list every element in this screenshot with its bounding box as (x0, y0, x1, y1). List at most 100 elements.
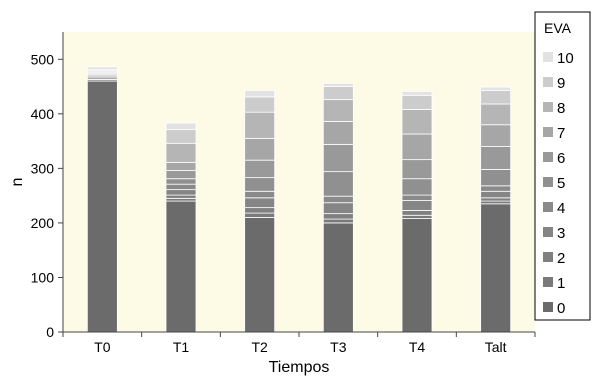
y-tick-label: 300 (31, 160, 55, 176)
bar-segment-T4-eva-2 (401, 209, 433, 216)
y-tick-label: 0 (46, 324, 54, 340)
bar-segment-T3-eva-2 (322, 213, 354, 220)
bar-segment-T2-eva-1 (244, 212, 276, 218)
x-tick-label: T0 (94, 339, 111, 355)
bar-segment-T3-eva-3 (322, 202, 354, 215)
bar-segment-T1-eva-4 (165, 183, 197, 191)
bar-segment-Talt-eva-8 (480, 103, 512, 126)
bar-segment-Talt-eva-6 (480, 146, 512, 170)
legend-swatch (543, 102, 553, 112)
bar-segment-T1-eva-2 (165, 194, 197, 199)
bar-segment-T1-eva-5 (165, 178, 197, 185)
bar-segment-Talt-eva-3 (480, 190, 512, 199)
bar-segment-T4-eva-3 (401, 200, 433, 211)
bar-segment-T4-eva-1 (401, 214, 433, 219)
bar-segment-T1-eva-10 (165, 122, 197, 131)
bar-segment-T1-eva-0 (165, 200, 197, 333)
legend-label: 2 (557, 250, 565, 267)
legend-swatch (543, 227, 553, 237)
x-ticks-layer: T0 T1 T2 T3 T4 Talt (62, 332, 536, 355)
legend-swatch (543, 77, 553, 87)
legend-swatch (543, 177, 553, 187)
x-tick-label: T2 (251, 339, 268, 355)
bar-segment-T3-eva-9 (322, 86, 354, 101)
bar-segment-T4-eva-9 (401, 94, 433, 110)
bar-segment-T4-eva-7 (401, 133, 433, 161)
bar-segment-T4-eva-4 (401, 194, 433, 201)
legend-swatch (543, 252, 553, 262)
y-tick-label: 200 (31, 215, 55, 231)
bar-segment-T1-eva-3 (165, 189, 197, 196)
bar-segment-T1-eva-8 (165, 142, 197, 163)
bar-segment-Talt-eva-2 (480, 197, 512, 202)
bar-segment-T4-eva-8 (401, 109, 433, 135)
bar-segment-T3-eva-1 (322, 218, 354, 224)
bar-segment-T3-eva-5 (322, 171, 354, 197)
bar-segment-T2-eva-8 (244, 111, 276, 139)
bar-segment-Talt-eva-4 (480, 185, 512, 192)
bar-segment-Talt-eva-10 (480, 86, 512, 91)
plot-background (63, 32, 535, 332)
legend-label: 3 (557, 225, 565, 242)
y-tick-label: 500 (31, 51, 55, 67)
x-tick-label: T1 (173, 339, 190, 355)
bar-segment-T2-eva-7 (244, 137, 276, 161)
x-tick-label: Talt (485, 339, 507, 355)
y-axis-label: n (9, 178, 26, 187)
bar-segment-T3-eva-0 (322, 222, 354, 333)
bar-segment-T1-eva-6 (165, 170, 197, 180)
legend-label: 0 (557, 300, 565, 317)
legend-swatch (543, 302, 553, 312)
y-tick-label: 400 (31, 106, 55, 122)
bar-segment-T2-eva-10 (244, 89, 276, 98)
bar-segment-T3-eva-7 (322, 121, 354, 145)
bar-segment-Talt-eva-9 (480, 89, 512, 105)
bar-segment-T3-eva-4 (322, 195, 354, 204)
legend-label: 9 (557, 75, 565, 92)
legend-label: 8 (557, 100, 565, 117)
bar-segment-T3-eva-6 (322, 143, 354, 173)
bar-segment-T1-eva-1 (165, 197, 197, 202)
legend-box (534, 11, 591, 321)
bar-segment-T2-eva-5 (244, 177, 276, 192)
legend-label: 6 (557, 150, 565, 167)
bar-segment-Talt-eva-5 (480, 169, 512, 187)
bar-segment-T1-eva-9 (165, 129, 197, 144)
x-axis-label: Tiempos (269, 359, 330, 376)
legend-label: 1 (557, 275, 565, 292)
bar-segment-Talt-eva-7 (480, 124, 512, 147)
bars-layer (86, 66, 512, 333)
bar-segment-T4-eva-0 (401, 218, 433, 333)
bar-segment-T4-eva-10 (401, 91, 433, 96)
legend-label: 5 (557, 175, 565, 192)
legend-swatch (543, 202, 553, 212)
bar-segment-T4-eva-6 (401, 159, 433, 180)
bar-segment-T1-eva-7 (165, 161, 197, 171)
bar-segment-T2-eva-2 (244, 207, 276, 214)
bar-segment-T3-eva-8 (322, 99, 354, 122)
bar-segment-T2-eva-9 (244, 96, 276, 113)
bar-segment-T4-eva-5 (401, 178, 433, 196)
y-tick-label: 100 (31, 269, 55, 285)
bar-segment-T2-eva-0 (244, 217, 276, 333)
legend-label: 4 (557, 200, 565, 217)
legend-label: 10 (557, 50, 574, 67)
y-ticks-layer: 0 100 200 300 400 500 (31, 51, 63, 340)
legend-swatch (543, 277, 553, 287)
bar-segment-Talt-eva-1 (480, 200, 512, 205)
legend-title: EVA (544, 20, 572, 36)
bar-segment-T3-eva-10 (322, 82, 354, 87)
bar-segment-T2-eva-3 (244, 197, 276, 209)
x-tick-label: T4 (409, 339, 426, 355)
legend-swatch (543, 152, 553, 162)
bar-segment-Talt-eva-0 (480, 203, 512, 333)
legend-label: 7 (557, 125, 565, 142)
x-tick-label: T3 (330, 339, 347, 355)
bar-segment-T0-eva-0 (86, 80, 118, 333)
bar-segment-T0-eva-10 (86, 66, 118, 71)
legend-swatch (543, 52, 553, 62)
bar-segment-T2-eva-4 (244, 190, 276, 199)
